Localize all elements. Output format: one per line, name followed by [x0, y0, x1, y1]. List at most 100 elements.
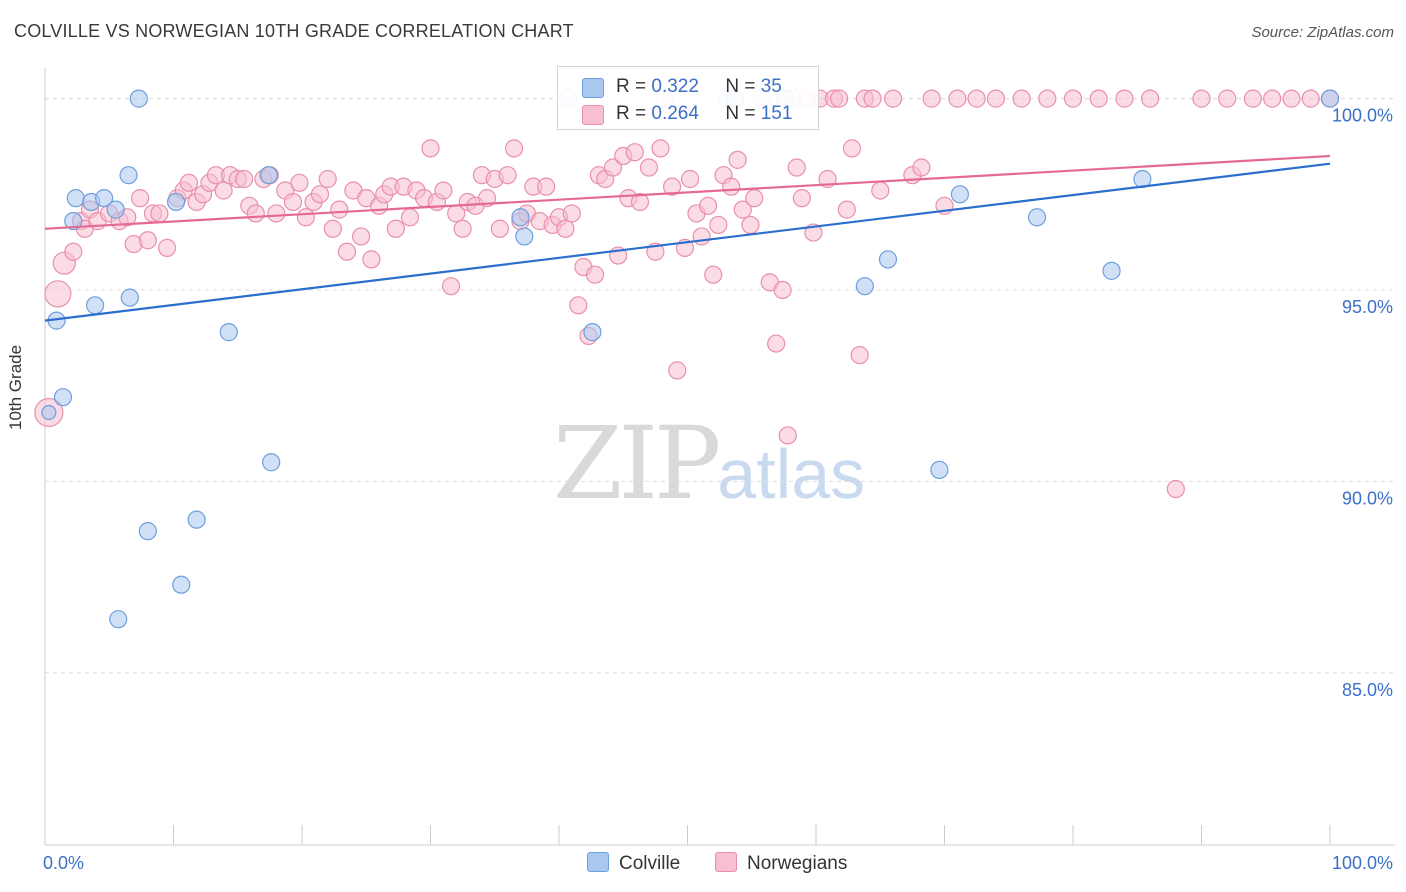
colville-point — [511, 208, 530, 227]
norwegians-point — [504, 139, 524, 158]
colville-point — [930, 460, 949, 479]
norwegians-swatch — [582, 105, 604, 125]
x-tick-label: 100.0% — [1332, 853, 1393, 873]
norwegians-point — [498, 166, 517, 185]
watermark-zip: ZIP — [553, 405, 721, 522]
colville-point — [119, 166, 138, 185]
legend-label: Norwegians — [747, 853, 848, 874]
norwegians-point — [1089, 89, 1108, 108]
norwegians-point — [569, 296, 588, 315]
norwegians-point — [986, 89, 1006, 108]
norwegians-point — [157, 238, 177, 257]
colville-point — [64, 212, 83, 231]
norwegians-point — [352, 227, 371, 246]
n-value: 151 — [760, 103, 793, 124]
norwegians-point — [871, 181, 890, 200]
axes — [44, 68, 1395, 846]
x-tick-label: 0.0% — [43, 853, 84, 873]
norwegians-point — [1282, 89, 1301, 108]
colville-point — [219, 323, 238, 342]
y-tick-label: 100.0% — [1332, 106, 1393, 126]
norwegians-point — [668, 361, 687, 380]
source-label: Source: ZipAtlas.com — [1251, 24, 1394, 41]
norwegians-point — [967, 89, 986, 108]
colville-point — [950, 185, 970, 204]
norwegians-point — [1243, 89, 1263, 108]
norwegians-point — [863, 89, 882, 108]
y-tick-label: 85.0% — [1342, 680, 1393, 700]
colville-point — [66, 189, 85, 208]
n-label: N = — [725, 103, 756, 124]
norwegians-point — [662, 177, 682, 196]
norwegians-point — [1263, 89, 1282, 108]
colville-point — [138, 522, 157, 541]
norwegians-point — [704, 265, 723, 284]
legend-label: Colville — [619, 853, 681, 874]
norwegians-point — [537, 177, 556, 196]
norwegians-point — [453, 219, 472, 238]
norwegians-point — [787, 158, 806, 177]
norwegians-point — [323, 219, 342, 238]
norwegians-point — [1218, 89, 1237, 108]
norwegians-point — [246, 204, 265, 223]
n-label: N = — [725, 76, 756, 97]
colville-point — [187, 510, 206, 529]
norwegians-point — [1115, 89, 1134, 108]
colville-point — [262, 453, 281, 472]
colville-point — [1102, 261, 1121, 280]
r-value: 0.264 — [651, 103, 699, 124]
norwegians-point — [556, 219, 575, 238]
norwegians-point — [179, 173, 199, 192]
norwegians-point — [741, 215, 760, 235]
norwegians-point — [680, 169, 700, 189]
norwegians-point — [44, 280, 72, 308]
colville-point — [515, 227, 534, 246]
colville-point — [95, 189, 114, 208]
norwegians-point — [830, 89, 849, 108]
norwegians-points — [34, 89, 1340, 499]
norwegians-point — [130, 189, 150, 208]
norwegians-point — [842, 139, 862, 158]
norwegians-point — [362, 250, 381, 269]
norwegians-point — [722, 177, 741, 196]
norwegians-point — [310, 185, 330, 204]
norwegians-point — [150, 204, 169, 223]
colville-point — [106, 200, 125, 219]
norwegians-point — [639, 158, 659, 177]
legend-item-colville[interactable]: Colville — [587, 852, 680, 875]
norwegians-point — [1192, 89, 1211, 108]
norwegians-point — [386, 219, 405, 238]
norwegians-point — [296, 208, 315, 227]
norwegians-point — [585, 265, 605, 284]
norwegians-point — [441, 277, 461, 296]
chart-title: COLVILLE VS NORWEGIAN 10TH GRADE CORRELA… — [14, 21, 574, 41]
norwegians-point — [778, 426, 797, 445]
norwegians-point — [698, 196, 718, 215]
norwegians-point — [603, 158, 623, 177]
norwegians-point — [745, 189, 764, 208]
norwegians-point — [651, 139, 670, 158]
norwegians-point — [477, 189, 497, 208]
norwegians-point — [290, 173, 309, 192]
norwegians-point — [400, 208, 420, 227]
legend-item-norwegians[interactable]: Norwegians — [715, 852, 847, 875]
norwegians-point — [138, 231, 157, 250]
norwegians-point — [1166, 479, 1185, 499]
colville-point — [1320, 89, 1340, 108]
colville-point — [583, 323, 602, 342]
norwegians-point — [1140, 89, 1160, 108]
colville-legend-swatch — [587, 852, 609, 872]
tick-labels: 85.0% 90.0% 95.0% 100.0% 0.0% 100.0% — [43, 106, 1393, 873]
norwegians-point — [337, 242, 357, 261]
norwegians-point — [1038, 89, 1057, 108]
colville-point — [259, 166, 278, 185]
norwegians-point — [850, 345, 869, 365]
r-value: 0.322 — [651, 76, 699, 97]
norwegians-point — [1012, 89, 1031, 108]
norwegians-point — [1301, 89, 1320, 108]
norwegians-point — [283, 192, 303, 212]
colville-point — [86, 296, 105, 315]
watermark: ZIPatlas — [553, 405, 865, 522]
y-tick-label: 90.0% — [1342, 488, 1393, 508]
